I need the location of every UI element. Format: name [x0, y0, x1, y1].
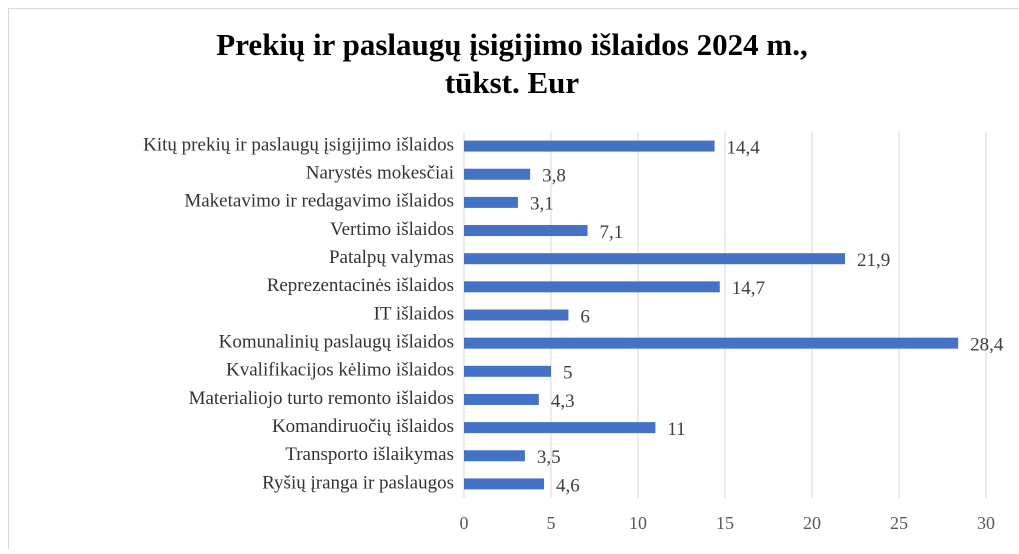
bar — [464, 225, 588, 236]
y-tick-label: Komunalinių paslaugų išlaidos — [219, 332, 454, 353]
bar — [464, 338, 958, 349]
x-tick-label: 0 — [460, 513, 469, 533]
data-label: 21,9 — [857, 250, 890, 271]
bar — [464, 394, 539, 405]
chart-title: tūkst. Eur — [445, 65, 580, 100]
y-tick-label: Kvalifikacijos kėlimo išlaidos — [226, 360, 454, 381]
bar — [464, 281, 720, 292]
x-tick-label: 15 — [716, 513, 734, 533]
bar — [464, 141, 715, 152]
bar — [464, 478, 544, 489]
x-tick-label: 25 — [890, 513, 908, 533]
y-tick-label: Maketavimo ir redagavimo išlaidos — [184, 191, 454, 212]
bar — [464, 253, 845, 264]
y-tick-label: Vertimo išlaidos — [330, 219, 454, 240]
data-label: 14,4 — [727, 137, 761, 158]
y-tick-label: Transporto išlaikymas — [285, 444, 454, 465]
y-tick-label: Reprezentacinės išlaidos — [267, 275, 454, 296]
data-label: 7,1 — [600, 222, 624, 243]
y-tick-label: Narystės mokesčiai — [306, 163, 454, 184]
y-tick-label: Kitų prekių ir paslaugų įsigijimo išlaid… — [143, 134, 454, 155]
data-label: 5 — [563, 363, 573, 384]
bar — [464, 366, 551, 377]
data-label: 4,3 — [551, 391, 575, 412]
data-label: 3,8 — [542, 166, 566, 187]
bar — [464, 197, 518, 208]
bar — [464, 450, 525, 461]
bar — [464, 310, 568, 321]
data-label: 6 — [580, 306, 590, 327]
y-tick-label: Materialiojo turto remonto išlaidos — [189, 388, 454, 409]
y-tick-label: Ryšių įranga ir paslaugos — [262, 472, 454, 493]
data-label: 4,6 — [556, 475, 580, 496]
data-label: 11 — [667, 419, 685, 440]
bar — [464, 169, 530, 180]
y-tick-label: IT išlaidos — [374, 303, 454, 324]
chart-title: Prekių ir paslaugų įsigijimo išlaidos 20… — [216, 27, 807, 62]
x-tick-label: 30 — [977, 513, 995, 533]
x-tick-label: 20 — [803, 513, 821, 533]
x-tick-label: 10 — [629, 513, 647, 533]
bar — [464, 422, 655, 433]
y-tick-label: Komandiruočių išlaidos — [272, 416, 454, 437]
data-label: 14,7 — [732, 278, 765, 299]
y-tick-label: Patalpų valymas — [329, 247, 454, 268]
data-label: 3,1 — [530, 194, 554, 215]
data-label: 3,5 — [537, 447, 561, 468]
data-label: 28,4 — [970, 335, 1004, 356]
x-tick-label: 5 — [547, 513, 556, 533]
